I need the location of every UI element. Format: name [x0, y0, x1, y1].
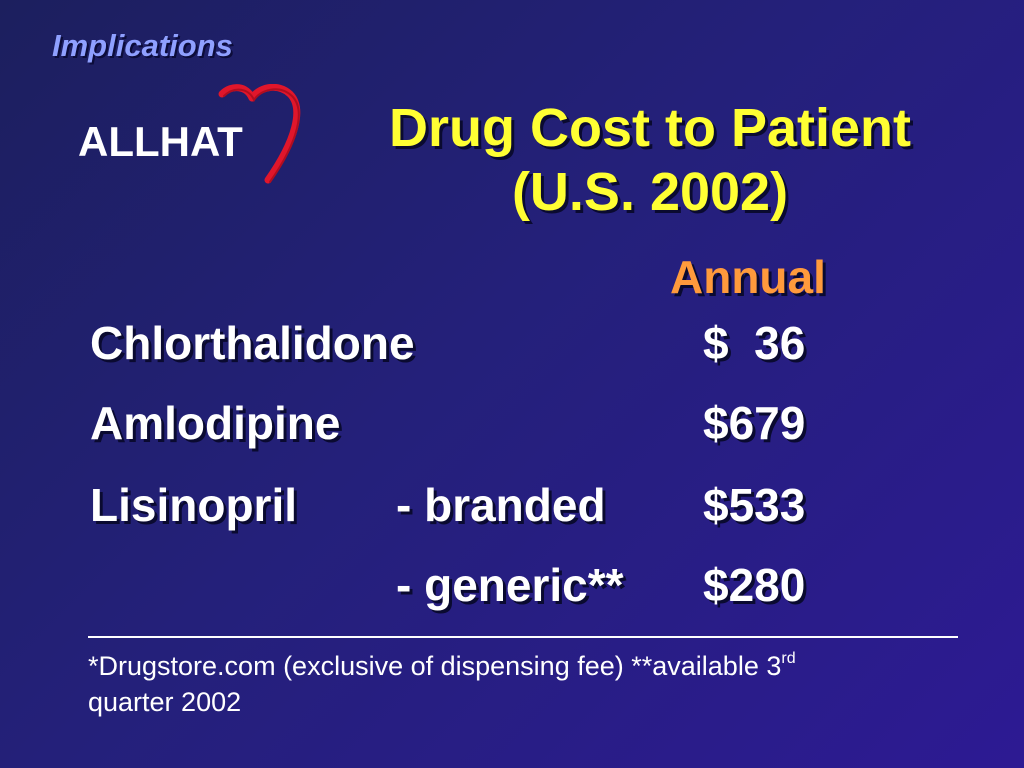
footnote-divider [88, 636, 958, 638]
title-line-1: Drug Cost to Patient [389, 98, 911, 158]
drug-name: Chlorthalidone [90, 317, 415, 369]
drug-name: Lisinopril [90, 479, 297, 531]
table-row: Amlodipine $679 [0, 396, 1024, 456]
drug-name: Amlodipine [90, 397, 341, 449]
column-header-annual: Annual [670, 251, 826, 303]
footnote-superscript: rd [781, 650, 796, 667]
allhat-logo: ALLHAT [72, 84, 312, 188]
table-row: Lisinopril - branded $533 [0, 478, 1024, 538]
drug-cost: $ 36 [703, 317, 806, 369]
title-line-2: (U.S. 2002) [511, 162, 789, 222]
heart-icon [218, 84, 301, 184]
logo-text: ALLHAT [78, 118, 243, 165]
footnote: *Drugstore.com (exclusive of dispensing … [88, 648, 1008, 720]
drug-cost: $679 [703, 397, 806, 449]
drug-variant: - branded [396, 479, 606, 531]
footnote-text-continued: quarter 2002 [88, 687, 242, 717]
drug-cost: $533 [703, 479, 806, 531]
drug-cost: $280 [703, 559, 806, 611]
table-row: Chlorthalidone $ 36 [0, 316, 1024, 376]
table-row: - generic** $280 [0, 558, 1024, 618]
section-label: Implications [52, 28, 233, 63]
footnote-text: *Drugstore.com (exclusive of dispensing … [88, 651, 782, 681]
page-title: Drug Cost to Patient (U.S. 2002) [330, 96, 970, 224]
drug-variant: - generic** [396, 559, 624, 611]
